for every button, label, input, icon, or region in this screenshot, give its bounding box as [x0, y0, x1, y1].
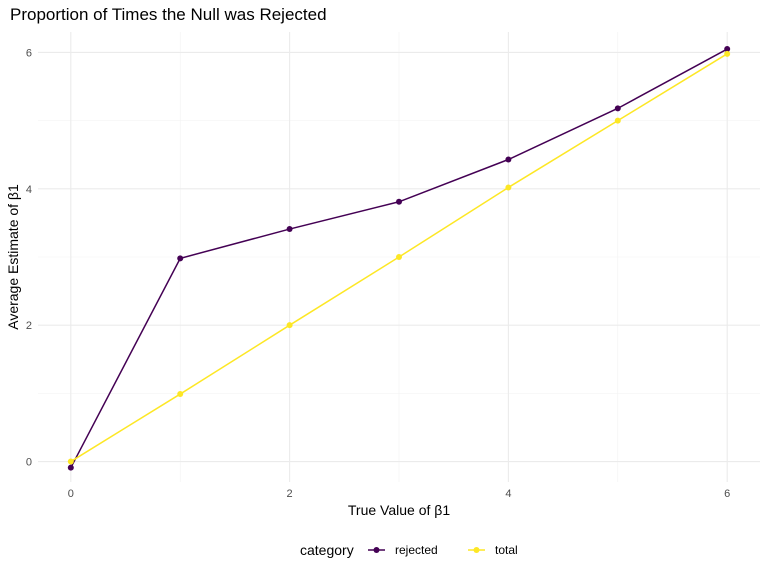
y-axis-title: Average Estimate of β1 — [5, 184, 21, 330]
x-tick-label: 6 — [724, 488, 730, 500]
legend-item-rejected: rejected — [368, 543, 438, 557]
legend-key-point — [473, 547, 480, 553]
data-point-total — [724, 50, 731, 57]
data-point-rejected — [286, 226, 293, 233]
legend-items: rejected total — [368, 543, 518, 557]
data-point-rejected — [724, 46, 731, 53]
y-tick-label: 2 — [26, 320, 32, 332]
data-point-total — [286, 322, 293, 329]
data-point-rejected — [396, 198, 402, 205]
legend-label: total — [495, 543, 518, 557]
data-point-total — [396, 254, 402, 260]
data-point-total — [614, 117, 621, 124]
legend-title: category — [300, 542, 354, 558]
y-tick-label: 6 — [26, 47, 32, 59]
y-tick-label: 4 — [26, 184, 32, 196]
data-point-rejected — [614, 105, 621, 112]
x-tick-label: 0 — [68, 488, 74, 500]
data-point-rejected — [67, 464, 74, 471]
axis-ticks: 0 2 4 6 0 2 4 6 — [26, 47, 730, 500]
x-tick-label: 4 — [505, 488, 511, 500]
data-point-total — [177, 391, 184, 398]
data-point-rejected — [505, 156, 512, 163]
legend-key-point — [373, 547, 380, 553]
legend: category rejected total — [300, 542, 518, 558]
x-tick-label: 2 — [287, 488, 293, 500]
data-point-total — [67, 458, 74, 465]
series-rejected — [67, 46, 731, 471]
data-point-rejected — [177, 255, 184, 262]
x-axis-title: True Value of β1 — [348, 502, 450, 518]
data-point-total — [505, 184, 512, 191]
y-tick-label: 0 — [26, 457, 32, 469]
series-total — [67, 50, 731, 465]
chart-title: Proportion of Times the Null was Rejecte… — [10, 5, 327, 24]
legend-label: rejected — [395, 543, 438, 557]
legend-item-total: total — [468, 543, 518, 557]
plot-area — [67, 46, 731, 471]
